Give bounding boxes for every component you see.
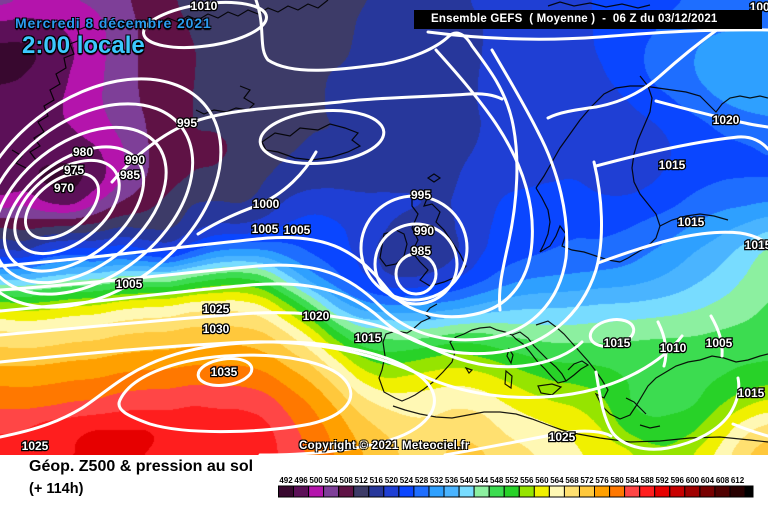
svg-text:572: 572 [580, 476, 594, 485]
svg-text:612: 612 [731, 476, 745, 485]
svg-text:604: 604 [701, 476, 715, 485]
svg-text:540: 540 [460, 476, 474, 485]
svg-text:576: 576 [595, 476, 609, 485]
svg-text:1005: 1005 [252, 222, 279, 236]
svg-text:564: 564 [550, 476, 564, 485]
svg-text:596: 596 [671, 476, 685, 485]
svg-text:1010: 1010 [660, 341, 687, 355]
svg-text:528: 528 [415, 476, 429, 485]
svg-text:1025: 1025 [203, 302, 230, 316]
svg-text:552: 552 [505, 476, 519, 485]
svg-text:504: 504 [324, 476, 338, 485]
svg-text:1020: 1020 [713, 113, 740, 127]
svg-text:608: 608 [716, 476, 730, 485]
svg-text:1015: 1015 [604, 336, 631, 350]
svg-text:980: 980 [73, 145, 93, 159]
svg-text:580: 580 [610, 476, 624, 485]
svg-text:975: 975 [64, 163, 84, 177]
svg-text:592: 592 [656, 476, 670, 485]
svg-text:496: 496 [294, 476, 308, 485]
svg-text:1020: 1020 [303, 309, 330, 323]
svg-text:500: 500 [309, 476, 323, 485]
svg-text:536: 536 [445, 476, 459, 485]
svg-text:568: 568 [565, 476, 579, 485]
svg-text:1025: 1025 [22, 439, 49, 453]
svg-text:1010: 1010 [191, 0, 218, 13]
svg-text:995: 995 [411, 188, 431, 202]
svg-text:990: 990 [125, 153, 145, 167]
svg-text:1015: 1015 [678, 215, 705, 229]
svg-text:600: 600 [686, 476, 700, 485]
svg-text:492: 492 [279, 476, 293, 485]
svg-text:524: 524 [400, 476, 414, 485]
svg-text:1005: 1005 [706, 336, 733, 350]
svg-text:520: 520 [385, 476, 399, 485]
svg-text:544: 544 [475, 476, 489, 485]
svg-text:1005: 1005 [284, 223, 311, 237]
svg-text:985: 985 [120, 168, 140, 182]
svg-text:985: 985 [411, 244, 431, 258]
svg-text:970: 970 [54, 181, 74, 195]
svg-text:588: 588 [641, 476, 655, 485]
svg-text:1015: 1015 [355, 331, 382, 345]
svg-text:1015: 1015 [659, 158, 686, 172]
svg-text:584: 584 [626, 476, 640, 485]
svg-text:995: 995 [177, 116, 197, 130]
svg-text:1000: 1000 [253, 197, 280, 211]
svg-text:508: 508 [340, 476, 354, 485]
svg-text:990: 990 [414, 224, 434, 238]
svg-text:1035: 1035 [211, 365, 238, 379]
svg-text:560: 560 [535, 476, 549, 485]
svg-text:1005: 1005 [116, 277, 143, 291]
svg-text:1025: 1025 [549, 430, 576, 444]
svg-text:548: 548 [490, 476, 504, 485]
svg-text:556: 556 [520, 476, 534, 485]
svg-text:532: 532 [430, 476, 444, 485]
svg-text:1030: 1030 [203, 322, 230, 336]
svg-text:1015: 1015 [745, 238, 768, 252]
svg-text:512: 512 [355, 476, 369, 485]
svg-text:516: 516 [370, 476, 384, 485]
svg-text:1015: 1015 [738, 386, 765, 400]
